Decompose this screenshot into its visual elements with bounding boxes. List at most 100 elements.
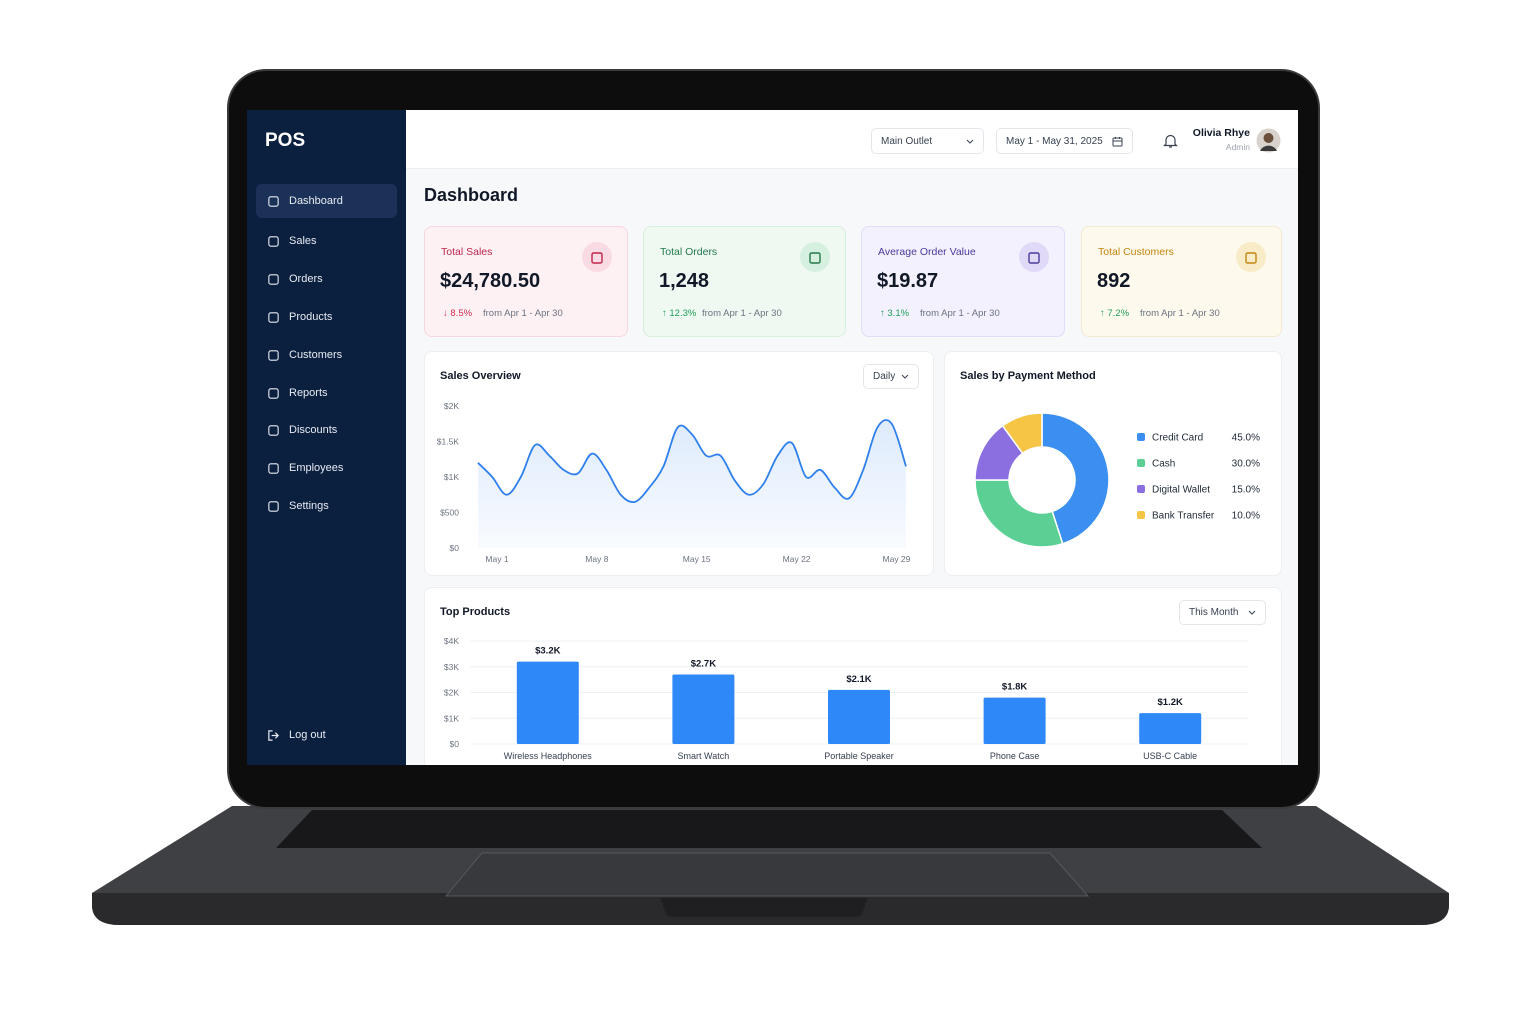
nav-icon bbox=[268, 235, 279, 247]
nav-label: Customers bbox=[289, 349, 343, 361]
chevron bbox=[1248, 610, 1256, 615]
stat-change: ↓ 8.5% bbox=[443, 308, 472, 319]
line bbox=[477, 419, 907, 504]
y-tick-label: $500 bbox=[440, 508, 459, 518]
change-value: 7.2% bbox=[1107, 308, 1130, 319]
nav-item[interactable]: Dashboard bbox=[256, 184, 397, 218]
nav-item[interactable]: Orders bbox=[256, 262, 397, 296]
month-label: This Month bbox=[1189, 607, 1239, 618]
logout-icon bbox=[268, 729, 279, 741]
arrow: ↓ bbox=[443, 308, 448, 319]
stat-period: from Apr 1 - Apr 30 bbox=[1140, 308, 1220, 319]
stat-title: Total Sales bbox=[441, 246, 493, 258]
legend-label: Cash bbox=[1152, 459, 1175, 470]
icon bbox=[591, 252, 603, 264]
y-tick-label: $1K bbox=[444, 713, 459, 723]
y-tick-label: $0 bbox=[450, 543, 460, 553]
slice bbox=[1041, 412, 1110, 545]
nav-icon bbox=[268, 311, 279, 323]
nav-item[interactable]: Employees bbox=[256, 451, 397, 485]
legend-swatch bbox=[1137, 459, 1145, 467]
nav-item[interactable]: Customers bbox=[256, 338, 397, 372]
nav-label: Discounts bbox=[289, 424, 338, 436]
date-select[interactable]: May 1 - May 31, 2025 bbox=[996, 128, 1133, 154]
month-select[interactable]: This Month bbox=[1179, 600, 1266, 625]
stat-value: 892 bbox=[1097, 270, 1131, 292]
chevron bbox=[901, 374, 909, 379]
x-tick-label: USB-C Cable bbox=[1143, 751, 1197, 761]
bar bbox=[983, 697, 1046, 744]
nav-label: Products bbox=[289, 311, 333, 323]
stat-value: $24,780.50 bbox=[440, 270, 541, 292]
legend-label: Digital Wallet bbox=[1152, 485, 1210, 496]
logout[interactable]: Log out bbox=[256, 718, 397, 752]
value-label: $2.1K bbox=[846, 674, 871, 685]
period-select[interactable]: Daily bbox=[863, 364, 919, 389]
nav-icon bbox=[268, 273, 279, 285]
arrow: ↑ bbox=[880, 308, 885, 319]
stat-period: from Apr 1 - Apr 30 bbox=[483, 308, 563, 319]
stat-icon bbox=[1019, 242, 1049, 272]
nav-icon bbox=[268, 500, 279, 512]
bar bbox=[828, 689, 890, 744]
trackpad bbox=[444, 852, 1090, 897]
change-value: 8.5% bbox=[450, 308, 473, 319]
nav-label: Settings bbox=[289, 500, 329, 512]
nav-label: Sales bbox=[289, 235, 317, 247]
y-tick-label: $4K bbox=[444, 636, 459, 646]
value-label: $1.8K bbox=[1002, 682, 1027, 693]
bar bbox=[516, 661, 579, 744]
bell[interactable] bbox=[1163, 133, 1178, 149]
period-label: Daily bbox=[873, 371, 896, 382]
x-tick-label: May 22 bbox=[783, 554, 811, 564]
value-label: $2.7K bbox=[691, 658, 716, 669]
date-label: May 1 - May 31, 2025 bbox=[1006, 135, 1103, 147]
outlet-select[interactable]: Main Outlet bbox=[871, 128, 984, 154]
header bbox=[406, 110, 1298, 169]
brand: POS bbox=[265, 130, 306, 151]
bar bbox=[672, 674, 735, 744]
chevron bbox=[966, 139, 974, 144]
x-tick-label: May 8 bbox=[585, 554, 608, 564]
nav-icon bbox=[268, 349, 279, 361]
x-tick-label: May 1 bbox=[485, 554, 508, 564]
legend-value: 45.0% bbox=[1232, 433, 1260, 444]
panel-title: Sales Overview bbox=[440, 370, 521, 382]
legend-swatch bbox=[1137, 433, 1145, 441]
stat-change: ↑ 12.3% bbox=[662, 308, 696, 319]
x-tick-label: May 29 bbox=[883, 554, 911, 564]
logout-label: Log out bbox=[289, 729, 326, 741]
stat-change: ↑ 7.2% bbox=[1100, 308, 1129, 319]
y-tick-label: $1.5K bbox=[437, 437, 460, 447]
nav-item[interactable]: Products bbox=[256, 300, 397, 334]
nav-label: Employees bbox=[289, 462, 344, 474]
panel-title: Top Products bbox=[440, 606, 511, 618]
stat-change: ↑ 3.1% bbox=[880, 308, 909, 319]
slice bbox=[974, 479, 1064, 548]
legend-label: Bank Transfer bbox=[1152, 511, 1215, 522]
avatar[interactable] bbox=[1256, 128, 1281, 153]
arrow: ↑ bbox=[662, 308, 667, 319]
calendar-icon bbox=[1112, 136, 1123, 146]
value-label: $3.2K bbox=[535, 646, 560, 657]
icon bbox=[1028, 252, 1040, 264]
nav-item[interactable]: Sales bbox=[256, 224, 397, 258]
x-tick-label: May 15 bbox=[683, 554, 711, 564]
bar bbox=[1139, 713, 1202, 744]
nav-icon bbox=[268, 387, 279, 399]
y-tick-label: $2K bbox=[444, 401, 459, 411]
stat-icon bbox=[1236, 242, 1266, 272]
change-value: 3.1% bbox=[887, 308, 910, 319]
legend-label: Credit Card bbox=[1152, 433, 1203, 444]
legend-swatch bbox=[1137, 485, 1145, 493]
arrow: ↑ bbox=[1100, 308, 1105, 319]
stat-icon bbox=[800, 242, 830, 272]
legend-value: 10.0% bbox=[1232, 511, 1260, 522]
nav-item[interactable]: Settings bbox=[256, 489, 397, 523]
nav-item[interactable]: Discounts bbox=[256, 413, 397, 447]
user-role: Admin bbox=[1225, 142, 1250, 152]
change-value: 12.3% bbox=[669, 308, 697, 319]
nav-item[interactable]: Reports bbox=[256, 376, 397, 410]
x-tick-label: Phone Case bbox=[990, 751, 1040, 761]
